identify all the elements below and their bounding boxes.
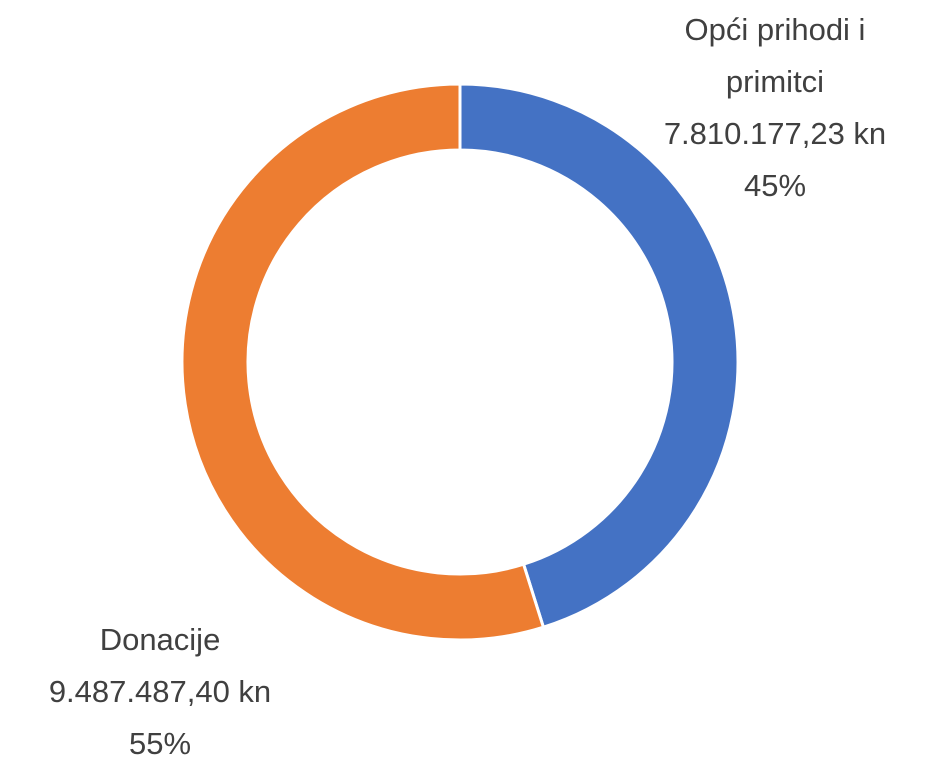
percent-label: 45% [743, 168, 807, 203]
percent-label: 55% [128, 726, 192, 761]
value-label: 7.810.177,23 kn [663, 116, 887, 151]
category-label: Donacije [99, 622, 221, 657]
value-label: 9.487.487,40 kn [48, 674, 272, 709]
category-label: Opći prihodi i primitci [684, 12, 866, 99]
slice [180, 82, 546, 642]
data-label: Opći prihodi i primitci 7.810.177,23 kn … [620, 4, 930, 212]
slice [458, 82, 740, 630]
data-label: Donacije 9.487.487,40 kn 55% [5, 614, 315, 770]
